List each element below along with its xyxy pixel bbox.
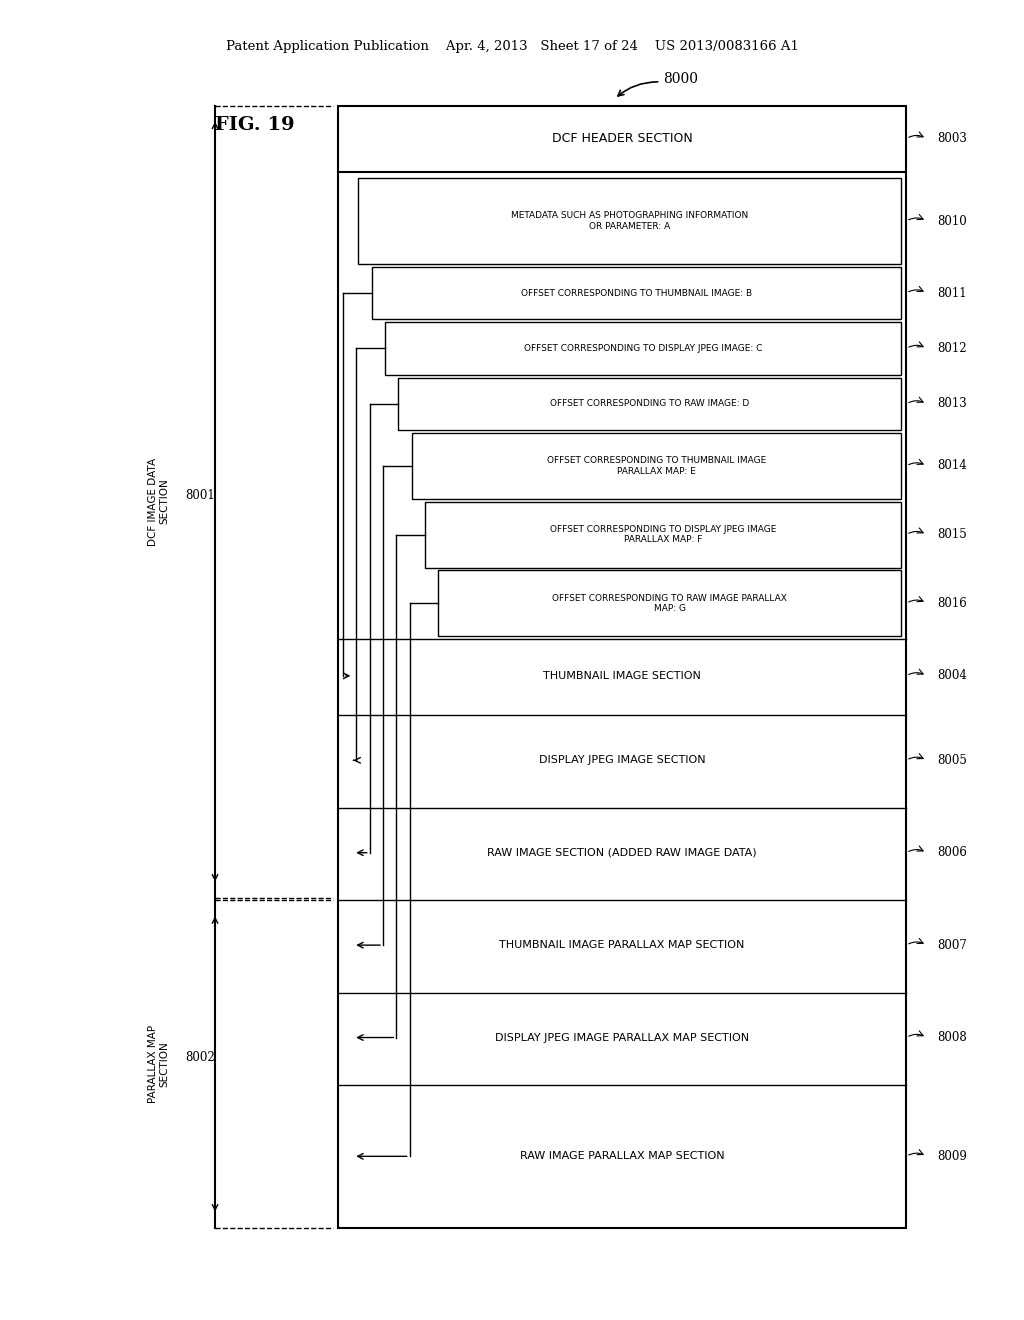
Text: METADATA SUCH AS PHOTOGRAPHING INFORMATION
OR PARAMETER: A: METADATA SUCH AS PHOTOGRAPHING INFORMATI… [511,211,749,231]
Text: OFFSET CORRESPONDING TO RAW IMAGE PARALLAX
MAP: G: OFFSET CORRESPONDING TO RAW IMAGE PARALL… [552,594,787,612]
Text: 8006: 8006 [937,846,967,859]
Bar [358,178,901,264]
Text: 8005: 8005 [937,754,967,767]
Text: DISPLAY JPEG IMAGE PARALLAX MAP SECTION: DISPLAY JPEG IMAGE PARALLAX MAP SECTION [495,1032,750,1043]
Bar [338,106,906,1228]
Text: FIG. 19: FIG. 19 [215,116,295,135]
Text: 8008: 8008 [937,1031,967,1044]
Text: RAW IMAGE SECTION (ADDED RAW IMAGE DATA): RAW IMAGE SECTION (ADDED RAW IMAGE DATA) [487,847,757,858]
Text: OFFSET CORRESPONDING TO THUMBNAIL IMAGE
PARALLAX MAP: E: OFFSET CORRESPONDING TO THUMBNAIL IMAGE … [547,457,766,475]
Text: RAW IMAGE PARALLAX MAP SECTION: RAW IMAGE PARALLAX MAP SECTION [520,1151,724,1162]
Text: DISPLAY JPEG IMAGE SECTION: DISPLAY JPEG IMAGE SECTION [539,755,706,766]
Text: DCF IMAGE DATA
SECTION: DCF IMAGE DATA SECTION [147,458,170,545]
Text: OFFSET CORRESPONDING TO THUMBNAIL IMAGE: B: OFFSET CORRESPONDING TO THUMBNAIL IMAGE:… [521,289,752,297]
Text: 8013: 8013 [937,397,967,411]
Bar [425,502,901,568]
Text: 8010: 8010 [937,215,967,227]
Text: OFFSET CORRESPONDING TO DISPLAY JPEG IMAGE
PARALLAX MAP: F: OFFSET CORRESPONDING TO DISPLAY JPEG IMA… [550,525,776,544]
Text: DCF HEADER SECTION: DCF HEADER SECTION [552,132,692,145]
Text: 8004: 8004 [937,669,967,682]
Text: 8007: 8007 [937,939,967,952]
Text: PARALLAX MAP
SECTION: PARALLAX MAP SECTION [147,1024,170,1104]
Text: 8011: 8011 [937,286,967,300]
Bar [412,433,901,499]
Text: OFFSET CORRESPONDING TO DISPLAY JPEG IMAGE: C: OFFSET CORRESPONDING TO DISPLAY JPEG IMA… [524,345,762,352]
Bar [385,322,901,375]
Bar [438,570,901,636]
Text: 8015: 8015 [937,528,967,541]
Bar [372,267,901,319]
Text: 8000: 8000 [664,73,698,86]
Text: 8003: 8003 [937,132,967,145]
Text: 8001: 8001 [184,488,215,502]
Text: THUMBNAIL IMAGE SECTION: THUMBNAIL IMAGE SECTION [543,671,701,681]
Text: THUMBNAIL IMAGE PARALLAX MAP SECTION: THUMBNAIL IMAGE PARALLAX MAP SECTION [500,940,744,950]
Text: OFFSET CORRESPONDING TO RAW IMAGE: D: OFFSET CORRESPONDING TO RAW IMAGE: D [550,400,750,408]
Bar [398,378,901,430]
Text: 8012: 8012 [937,342,967,355]
Text: Patent Application Publication    Apr. 4, 2013   Sheet 17 of 24    US 2013/00831: Patent Application Publication Apr. 4, 2… [225,40,799,53]
Text: 8002: 8002 [184,1051,215,1064]
Text: 8014: 8014 [937,459,967,473]
Text: 8009: 8009 [937,1150,967,1163]
Text: 8016: 8016 [937,597,967,610]
